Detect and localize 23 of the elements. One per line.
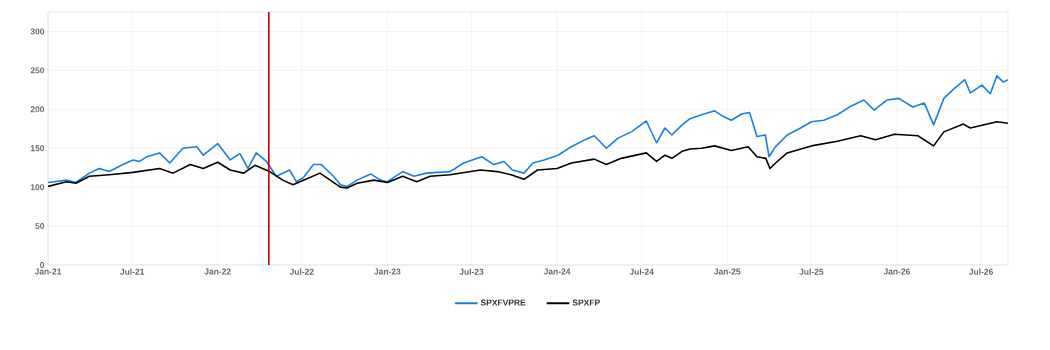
- x-tick-label: Jul-23: [459, 268, 484, 275]
- x-tick-label: Jul-26: [968, 268, 993, 275]
- legend-label: SPXFVPRE: [480, 299, 526, 306]
- y-tick-label: 0: [40, 262, 45, 268]
- y-tick-label: 50: [35, 223, 45, 230]
- x-tick-label: Jan-25: [713, 268, 741, 275]
- x-tick-label: Jul-22: [289, 268, 314, 275]
- legend-label: SPXFP: [572, 299, 600, 306]
- x-tick-label: Jan-22: [204, 268, 231, 275]
- x-tick-label: Jan-26: [883, 268, 911, 275]
- y-tick-label: 250: [30, 67, 45, 74]
- x-tick-label: Jan-23: [374, 268, 401, 275]
- x-tick-label: Jul-25: [799, 268, 824, 275]
- line-series: [48, 75, 1009, 188]
- x-tick-label: Jul-24: [629, 268, 654, 275]
- x-tick-label: Jul-21: [120, 268, 145, 275]
- y-tick-label: 200: [30, 106, 45, 113]
- y-tick-label: 100: [30, 184, 45, 191]
- line-series: [48, 120, 1009, 189]
- x-tick-label: Jan-24: [543, 268, 571, 275]
- x-tick-label: Jan-21: [34, 268, 62, 275]
- y-tick-label: 300: [30, 28, 45, 35]
- y-tick-label: 150: [30, 145, 45, 152]
